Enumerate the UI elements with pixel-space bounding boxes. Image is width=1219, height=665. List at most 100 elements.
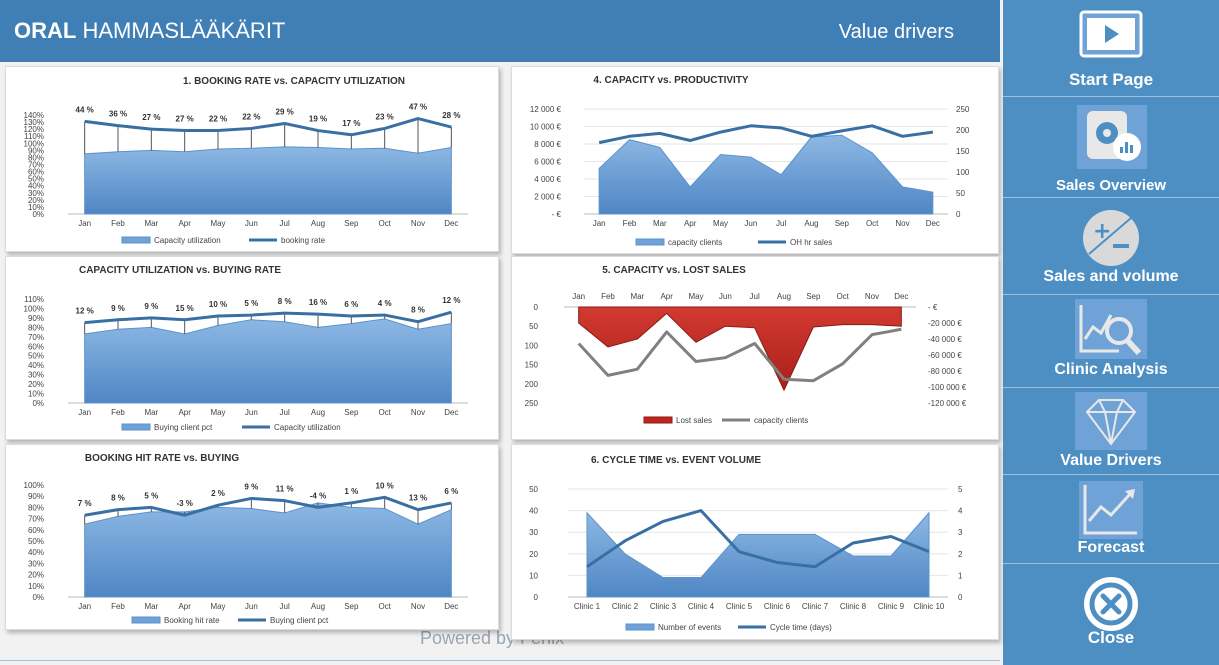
x-tick-label: Feb — [111, 408, 125, 417]
series-area-buying-client-pct — [84, 318, 452, 404]
y-tick-label: 110% — [24, 295, 44, 304]
x-tick-label: Apr — [684, 219, 697, 228]
y-tick-label: 12 000 € — [530, 105, 562, 114]
brand-rest: HAMMASLÄÄKÄRIT — [76, 18, 286, 43]
x-tick-label: Clinic 6 — [764, 602, 791, 611]
magnifier-chart-icon — [1075, 299, 1147, 359]
x-tick-label: Jan — [78, 408, 91, 417]
y-tick-label: 60% — [28, 526, 44, 535]
y-tick-label: 0% — [32, 399, 44, 408]
close-icon — [1084, 577, 1138, 631]
legend-swatch — [121, 236, 151, 244]
x-tick-label: Jul — [750, 292, 760, 301]
nav-start-page[interactable]: Start Page — [1003, 0, 1219, 97]
x-tick-label: Nov — [411, 219, 425, 228]
x-tick-label: Apr — [660, 292, 673, 301]
x-tick-label: Jun — [245, 408, 258, 417]
data-label: 12 % — [76, 307, 94, 316]
page-title: Value drivers — [838, 21, 954, 43]
y2-tick-label: 4 — [958, 507, 963, 516]
y-tick-label: 100 — [525, 341, 539, 350]
x-tick-label: Clinic 7 — [802, 602, 829, 611]
x-tick-label: Mar — [630, 292, 644, 301]
y-tick-label: 0% — [32, 210, 44, 219]
nav-label: Clinic Analysis — [1054, 361, 1168, 378]
data-label: 4 % — [378, 299, 392, 308]
brand-bold: ORAL — [14, 18, 77, 43]
x-tick-label: Jan — [78, 219, 91, 228]
data-label: 15 % — [176, 304, 194, 313]
y-tick-label: 250 — [525, 399, 539, 408]
data-label: 7 % — [78, 499, 92, 508]
y-tick-label: 60% — [28, 342, 44, 351]
y2-tick-label: 3 — [958, 528, 963, 537]
nav-label: Value Drivers — [1060, 452, 1162, 469]
x-tick-label: Mar — [144, 602, 158, 611]
y-tick-label: 40% — [28, 548, 44, 557]
y-tick-label: 90% — [28, 146, 44, 155]
x-tick-label: Clinic 9 — [878, 602, 905, 611]
x-tick-label: Clinic 2 — [612, 602, 639, 611]
nav-forecast[interactable]: Forecast — [1003, 475, 1219, 564]
y-tick-label: 70% — [28, 161, 44, 170]
x-tick-label: Nov — [411, 408, 425, 417]
y-tick-label: - € — [552, 210, 562, 219]
y2-tick-label: 1 — [958, 571, 963, 580]
data-label: 27 % — [176, 115, 194, 124]
x-tick-label: Oct — [378, 219, 391, 228]
y2-tick-label: 100 — [956, 168, 970, 177]
data-label: 9 % — [244, 482, 258, 491]
y2-tick-label: - € — [928, 303, 938, 312]
y-tick-label: 80% — [28, 153, 44, 162]
x-tick-label: Nov — [865, 292, 879, 301]
data-label: 44 % — [76, 105, 94, 114]
x-tick-label: Jul — [776, 219, 786, 228]
data-label: -3 % — [176, 499, 192, 508]
y-tick-label: 90% — [28, 492, 44, 501]
legend-swatch — [635, 238, 665, 246]
chart-title: BOOKING HIT RATE vs. BUYING — [85, 453, 239, 464]
legend-label: Buying client pct — [154, 423, 213, 432]
chart-title: 6. CYCLE TIME vs. EVENT VOLUME — [591, 455, 761, 466]
nav-sales-and-volume[interactable]: + Sales and volume — [1003, 198, 1219, 295]
data-label: 16 % — [309, 298, 327, 307]
chart-title: 4. CAPACITY vs. PRODUCTIVITY — [593, 75, 749, 86]
y-tick-label: 40 — [529, 507, 538, 516]
nav-clinic-analysis[interactable]: Clinic Analysis — [1003, 295, 1219, 388]
y-tick-label: 120% — [24, 125, 44, 134]
legend-label: Lost sales — [676, 416, 712, 425]
y-tick-label: 2 000 € — [534, 193, 561, 202]
data-label: 9 % — [111, 304, 125, 313]
x-tick-label: Jul — [280, 602, 290, 611]
x-tick-label: Jan — [572, 292, 585, 301]
nav-sales-overview[interactable]: Sales Overview — [1003, 97, 1219, 198]
x-tick-label: Sep — [835, 219, 850, 228]
svg-text:+: + — [1093, 219, 1111, 244]
x-tick-label: Jun — [245, 602, 258, 611]
legend-label: capacity clients — [754, 416, 808, 425]
chart-panel-1: 1. BOOKING RATE vs. CAPACITY UTILIZATION… — [5, 66, 499, 252]
y2-tick-label: -80 000 € — [928, 367, 962, 376]
y-tick-label: 4 000 € — [534, 175, 561, 184]
y-tick-label: 20 — [529, 550, 538, 559]
x-tick-label: Jan — [593, 219, 606, 228]
nav-close[interactable]: Close — [1003, 564, 1219, 665]
x-tick-label: Feb — [601, 292, 615, 301]
y-tick-label: 10 — [529, 571, 538, 580]
y-tick-label: 150 — [525, 361, 539, 370]
y-tick-label: 80% — [28, 323, 44, 332]
y-tick-label: 60% — [28, 168, 44, 177]
x-tick-label: Jul — [280, 219, 290, 228]
y-tick-label: 100% — [24, 139, 44, 148]
y-tick-label: 0 — [534, 593, 539, 602]
data-label: 19 % — [309, 115, 327, 124]
data-label: 5 % — [244, 299, 258, 308]
data-label: 17 % — [342, 119, 360, 128]
y2-tick-label: 50 — [956, 189, 965, 198]
data-label: 13 % — [409, 494, 427, 503]
y-tick-label: 50 — [529, 485, 538, 494]
sales-overview-icon — [1077, 105, 1147, 169]
series-area-booking-hit-rate — [84, 502, 452, 598]
y-tick-label: 100% — [24, 481, 44, 490]
nav-value-drivers[interactable]: Value Drivers — [1003, 388, 1219, 475]
